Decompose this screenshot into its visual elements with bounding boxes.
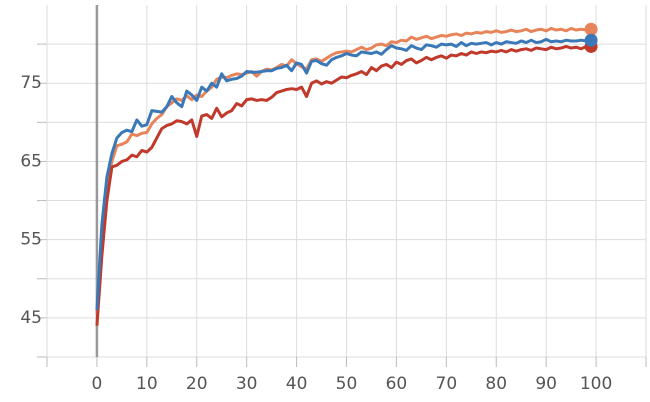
x-tick-label: 20 bbox=[186, 374, 208, 394]
x-tick-label: 0 bbox=[92, 374, 103, 394]
x-tick-label: 80 bbox=[485, 374, 507, 394]
x-tick-label: 90 bbox=[535, 374, 557, 394]
series-line bbox=[95, 37, 592, 311]
y-tick-label: 65 bbox=[20, 151, 42, 171]
x-tick-label: 50 bbox=[336, 374, 358, 394]
x-tick-label: 30 bbox=[236, 374, 258, 394]
x-tick-label: 70 bbox=[436, 374, 458, 394]
y-tick-label: 75 bbox=[20, 73, 42, 93]
series-line bbox=[95, 26, 592, 315]
x-tick-label: 40 bbox=[286, 374, 308, 394]
x-tick-label: 10 bbox=[136, 374, 158, 394]
y-tick-label: 45 bbox=[20, 308, 42, 328]
y-tick-label: 55 bbox=[20, 230, 42, 250]
x-tick-label: 100 bbox=[580, 374, 612, 394]
end-dot bbox=[584, 22, 598, 36]
series-line bbox=[95, 44, 592, 326]
x-tick-label: 60 bbox=[386, 374, 408, 394]
end-dot bbox=[584, 33, 598, 47]
